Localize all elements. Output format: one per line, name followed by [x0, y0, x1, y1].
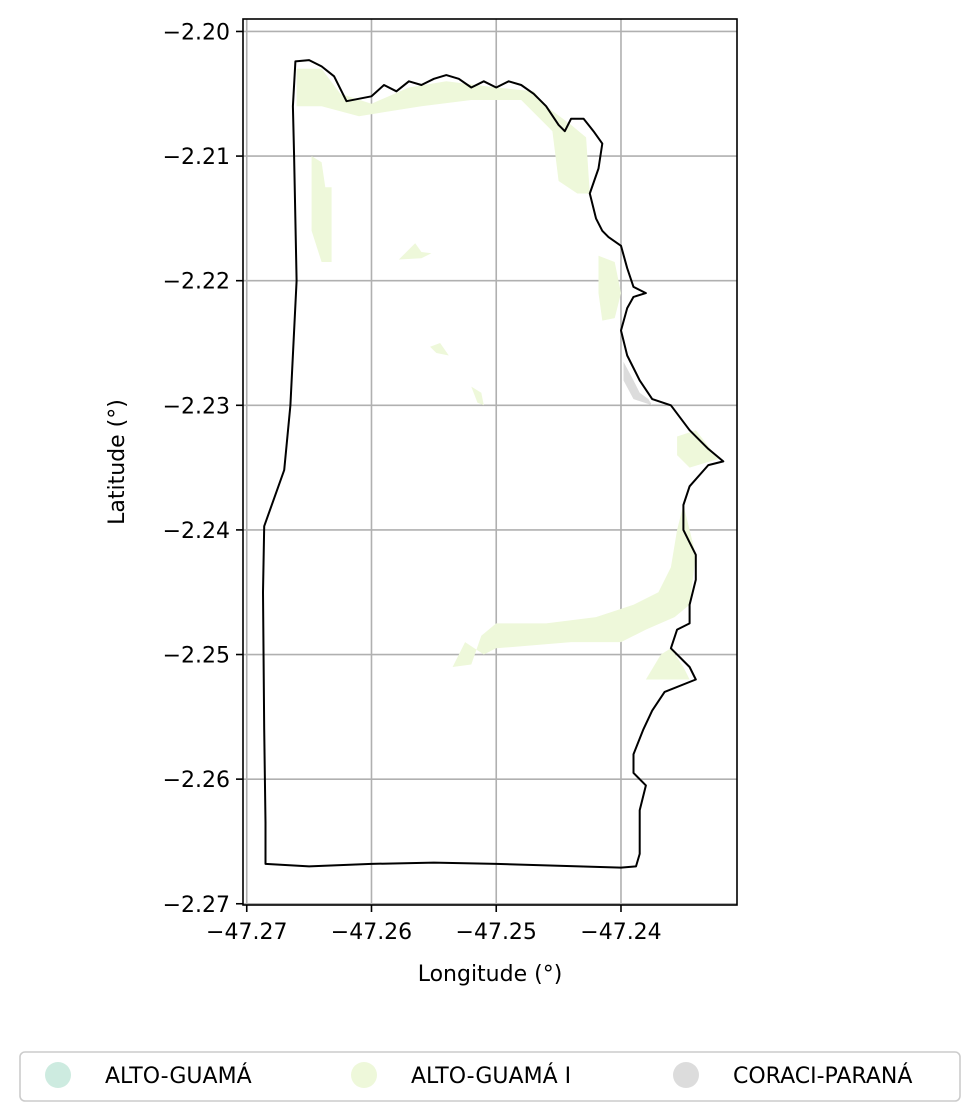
y-tick-label-4: −2.24 [163, 519, 230, 544]
region-1 [311, 156, 344, 262]
x-tick-label-3: −47.24 [580, 920, 661, 945]
region-3 [598, 255, 621, 321]
y-tick-label-1: −2.21 [163, 145, 230, 170]
plot-frame [242, 18, 738, 906]
region-6 [677, 430, 719, 468]
legend-label-2: CORACI-PARANÁ [733, 1063, 912, 1089]
legend-frame [19, 1051, 961, 1102]
boundary-layer [262, 59, 725, 869]
legend-marker-0 [45, 1062, 71, 1088]
y-axis-label: Latitude (°) [105, 399, 130, 525]
axis-ticks: −47.27 −47.26 −47.25 −47.24 −2.20 −2.21 −2.22 −… [163, 20, 662, 945]
region-0 [296, 68, 590, 194]
y-tick-label-0: −2.20 [163, 20, 230, 45]
region-7 [452, 505, 696, 667]
legend-label-1: ALTO-GUAMÁ I [411, 1063, 571, 1089]
region-layer [296, 68, 719, 680]
y-tick-label-2: −2.22 [163, 270, 230, 295]
legend-label-0: ALTO-GUAMÁ [105, 1063, 252, 1089]
x-tick-label-0: −47.27 [206, 920, 287, 945]
legend: ALTO-GUAMÁ ALTO-GUAMÁ I CORACI-PARANÁ [19, 1051, 961, 1102]
x-tick-label-1: −47.26 [331, 920, 412, 945]
region-2 [398, 243, 432, 260]
region-5 [471, 386, 484, 406]
municipality-boundary [262, 59, 725, 869]
x-tick-label-2: −47.25 [456, 920, 537, 945]
y-tick-label-6: −2.26 [163, 768, 230, 793]
region-9 [623, 361, 653, 406]
legend-marker-2 [673, 1062, 699, 1088]
y-tick-label-7: −2.27 [163, 893, 230, 918]
y-tick-label-5: −2.25 [163, 644, 230, 669]
region-4 [430, 343, 449, 356]
legend-marker-1 [351, 1062, 377, 1088]
region-8 [645, 648, 690, 680]
grid-lines [243, 19, 737, 905]
x-axis-label: Longitude (°) [418, 962, 563, 987]
y-tick-label-3: −2.23 [163, 394, 230, 419]
